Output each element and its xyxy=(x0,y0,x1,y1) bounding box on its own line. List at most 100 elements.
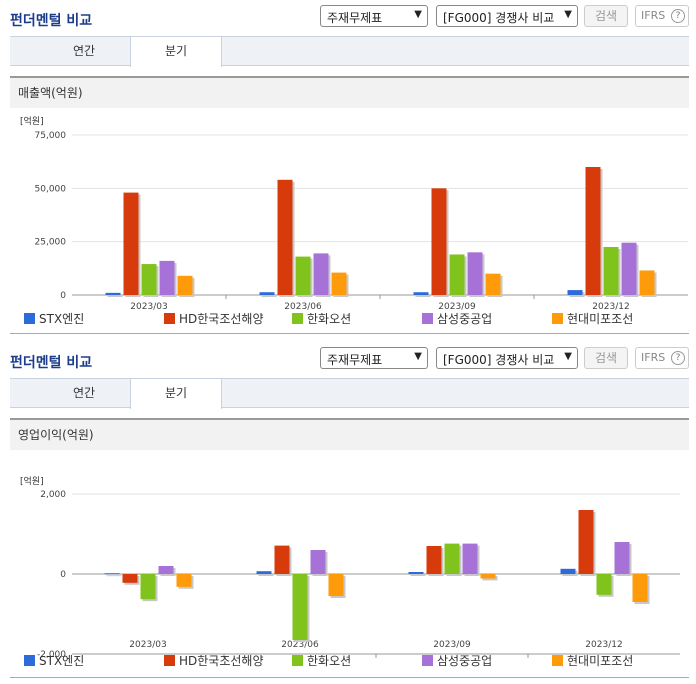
bar[interactable] xyxy=(141,264,157,295)
bar-shadow xyxy=(410,574,426,576)
legend-item[interactable]: HD한국조선해양 xyxy=(164,652,264,669)
category-label: 2023/03 xyxy=(129,640,166,650)
bar[interactable] xyxy=(313,253,329,295)
legend-label: HD한국조선해양 xyxy=(179,312,264,326)
period-tabs: 연간 분기 xyxy=(10,36,689,67)
bar[interactable] xyxy=(578,510,594,574)
bar[interactable] xyxy=(480,574,496,579)
legend-item[interactable]: 현대미포조선 xyxy=(552,310,633,327)
legend-item[interactable]: 한화오션 xyxy=(292,310,351,327)
bar[interactable] xyxy=(259,292,275,295)
statement-select[interactable]: 주재무제표 ▼ xyxy=(320,347,428,369)
bar[interactable] xyxy=(596,574,612,595)
y-tick-label: 50,000 xyxy=(35,184,67,194)
bar[interactable] xyxy=(104,573,120,575)
bar[interactable] xyxy=(567,290,583,295)
bar[interactable] xyxy=(123,192,139,295)
ifrs-label: IFRS xyxy=(641,9,666,22)
bar[interactable] xyxy=(159,260,175,295)
y-tick-label: 2,000 xyxy=(40,490,66,500)
tab-annual[interactable]: 연간 xyxy=(72,44,96,58)
legend-label: 한화오션 xyxy=(307,312,352,326)
bar[interactable] xyxy=(177,275,193,295)
legend-swatch xyxy=(422,313,433,324)
bar[interactable] xyxy=(140,574,156,600)
bar[interactable] xyxy=(426,546,442,574)
search-button[interactable]: 검색 xyxy=(584,347,628,369)
ifrs-button[interactable]: IFRS ? xyxy=(635,5,689,27)
search-button[interactable]: 검색 xyxy=(584,5,628,27)
help-icon[interactable]: ? xyxy=(671,9,685,23)
legend-label: 한화오션 xyxy=(307,654,352,668)
tab-annual[interactable]: 연간 xyxy=(72,386,96,400)
operating-profit-legend: STX엔진 HD한국조선해양 한화오션 삼성중공업 현대미포조선 xyxy=(24,652,674,669)
bar[interactable] xyxy=(585,167,601,295)
bar[interactable] xyxy=(158,566,174,574)
bar[interactable] xyxy=(328,574,344,596)
legend-item[interactable]: 한화오션 xyxy=(292,652,351,669)
unit-label: [억원] xyxy=(20,475,44,487)
fundamental-panel-operating-profit: 펀더멘털 비교 주재무제표 ▼ [FG000] 경쟁사 비교 ▼ 검색 IFRS… xyxy=(0,342,696,684)
bar[interactable] xyxy=(331,272,347,295)
panel-title: 펀더멘털 비교 xyxy=(10,355,93,371)
legend-label: STX엔진 xyxy=(39,312,85,326)
bar[interactable] xyxy=(462,543,478,574)
bar[interactable] xyxy=(413,292,429,295)
bar[interactable] xyxy=(408,572,424,574)
bar[interactable] xyxy=(122,574,138,583)
chevron-down-icon: ▼ xyxy=(564,351,572,362)
peer-group-select-value: [FG000] 경쟁사 비교 xyxy=(443,11,555,25)
bar[interactable] xyxy=(292,574,308,640)
bar[interactable] xyxy=(449,254,465,295)
y-tick-label: -2,000 xyxy=(37,650,66,660)
bar[interactable] xyxy=(310,550,326,574)
tab-quarterly[interactable]: 분기 xyxy=(130,379,222,409)
help-icon[interactable]: ? xyxy=(671,351,685,365)
bar[interactable] xyxy=(431,188,447,295)
bar[interactable] xyxy=(274,545,290,574)
legend-item[interactable]: STX엔진 xyxy=(24,310,84,327)
unit-label: [억원] xyxy=(20,115,44,127)
bar[interactable] xyxy=(105,292,121,295)
tab-quarterly[interactable]: 분기 xyxy=(130,37,222,67)
y-tick-label: 0 xyxy=(60,570,66,580)
chevron-down-icon: ▼ xyxy=(414,351,422,362)
sales-bar-chart: [억원] 0 25,000 50,000 75,000 2023/03 2023/06 202… xyxy=(20,115,688,312)
bar[interactable] xyxy=(444,543,460,574)
bar[interactable] xyxy=(639,270,655,295)
bar[interactable] xyxy=(295,256,311,295)
peer-group-select[interactable]: [FG000] 경쟁사 비교 ▼ xyxy=(436,5,578,27)
legend-swatch xyxy=(292,655,303,666)
category-label: 2023/06 xyxy=(281,640,319,650)
sales-chart-container: 매출액(억원) [억원] 0 25,000 50,000 75,000 2023/03 20… xyxy=(10,76,689,334)
fundamental-panel-sales: 펀더멘털 비교 주재무제표 ▼ [FG000] 경쟁사 비교 ▼ 검색 IFRS… xyxy=(0,0,696,338)
operating-profit-chart-container: 영업이익(억원) [억원] -2,000 0 2,000 2023/03 2023/06 2… xyxy=(10,418,689,678)
divider xyxy=(10,677,689,678)
statement-select[interactable]: 주재무제표 ▼ xyxy=(320,5,428,27)
bar[interactable] xyxy=(176,574,192,587)
bar[interactable] xyxy=(485,273,501,295)
bar[interactable] xyxy=(603,247,619,295)
legend-item[interactable]: 삼성중공업 xyxy=(422,310,492,327)
bar[interactable] xyxy=(614,542,630,574)
legend-label: 현대미포조선 xyxy=(567,312,634,326)
legend-label: 현대미포조선 xyxy=(567,654,634,668)
panel-header: 펀더멘털 비교 주재무제표 ▼ [FG000] 경쟁사 비교 ▼ 검색 IFRS… xyxy=(0,0,696,34)
ifrs-label: IFRS xyxy=(641,351,666,364)
y-tick-label: 25,000 xyxy=(35,238,67,248)
panel-header: 펀더멘털 비교 주재무제표 ▼ [FG000] 경쟁사 비교 ▼ 검색 IFRS… xyxy=(0,342,696,376)
bar-shadow xyxy=(258,573,274,576)
legend-item[interactable]: STX엔진 xyxy=(24,652,84,669)
legend-swatch xyxy=(422,655,433,666)
legend-item[interactable]: 현대미포조선 xyxy=(552,652,633,669)
legend-item[interactable]: 삼성중공업 xyxy=(422,652,492,669)
legend-item[interactable]: HD한국조선해양 xyxy=(164,310,264,327)
bar[interactable] xyxy=(256,571,272,574)
bar[interactable] xyxy=(560,568,576,574)
bar[interactable] xyxy=(277,179,293,295)
bar[interactable] xyxy=(467,252,483,295)
ifrs-button[interactable]: IFRS ? xyxy=(635,347,689,369)
bar[interactable] xyxy=(621,242,637,295)
bar[interactable] xyxy=(632,574,648,602)
peer-group-select[interactable]: [FG000] 경쟁사 비교 ▼ xyxy=(436,347,578,369)
